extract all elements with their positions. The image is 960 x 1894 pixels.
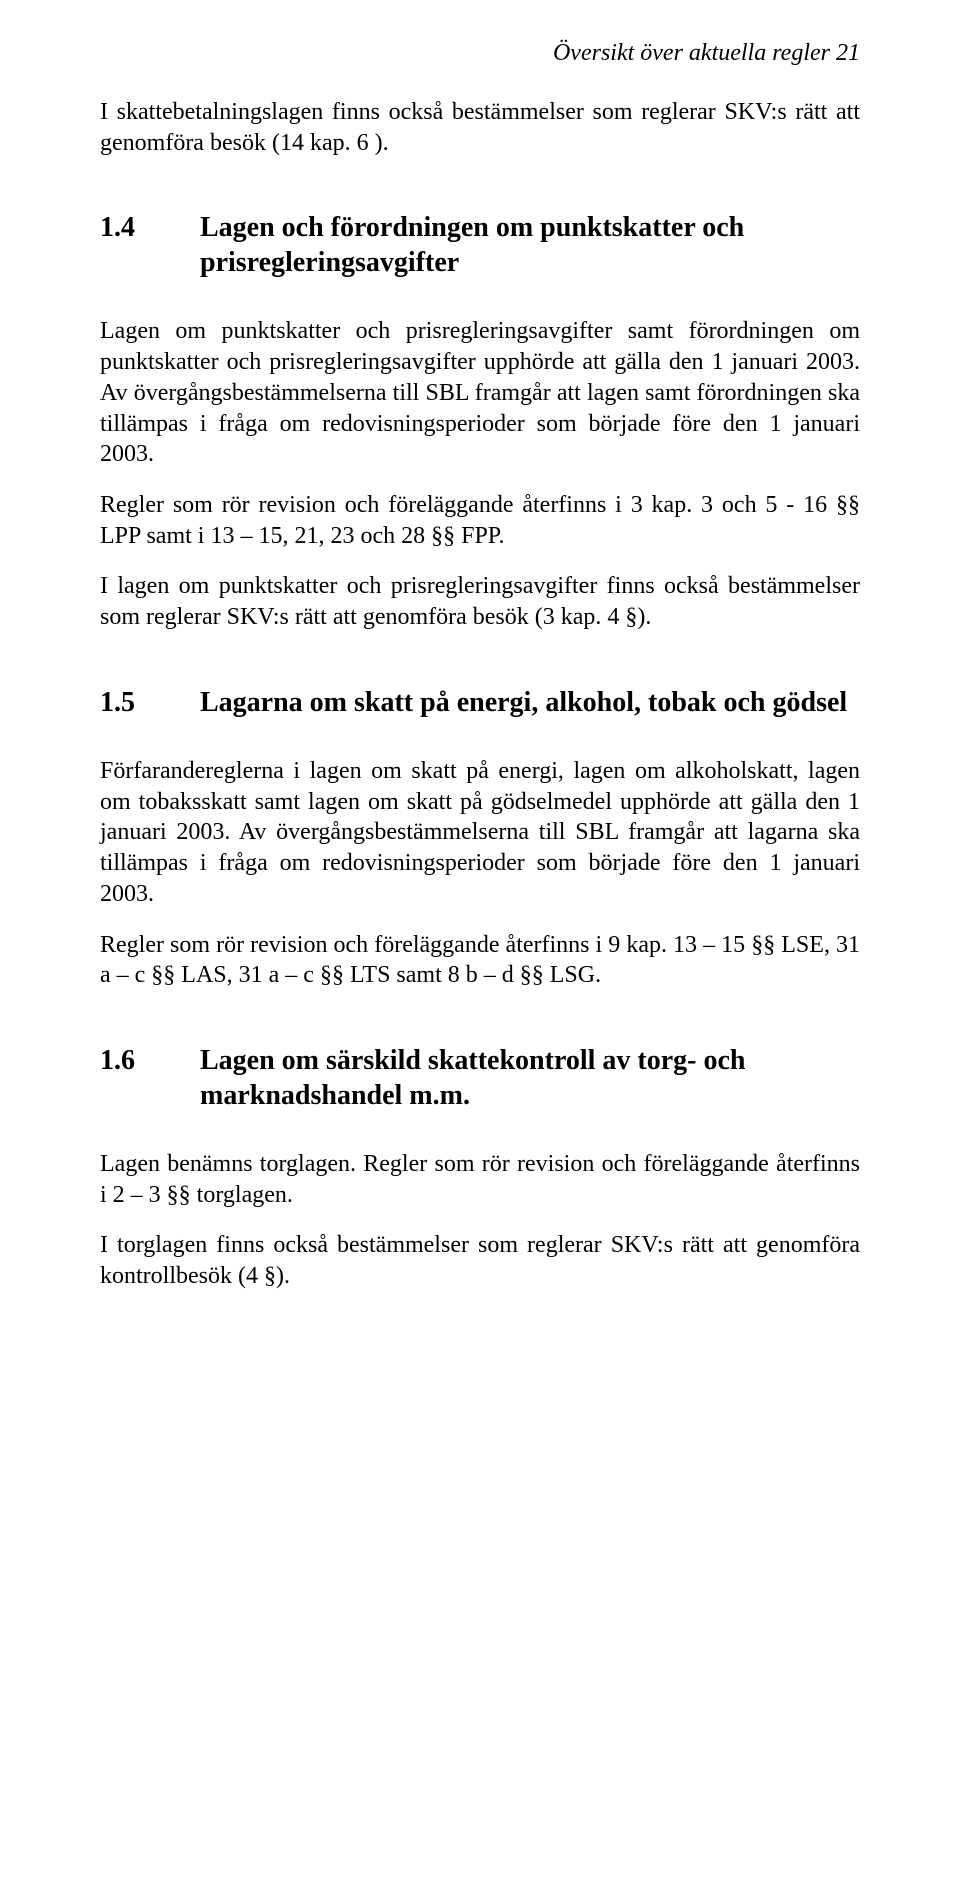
section-1-4-para-3: I lagen om punktskatter och prisreglerin…	[100, 571, 860, 632]
intro-paragraph: I skattebetalningslagen finns också best…	[100, 97, 860, 158]
section-1-5-heading: 1.5 Lagarna om skatt på energi, alkohol,…	[100, 685, 860, 720]
section-1-6: 1.6 Lagen om särskild skattekontroll av …	[100, 1043, 860, 1292]
section-1-5: 1.5 Lagarna om skatt på energi, alkohol,…	[100, 685, 860, 991]
running-header: Översikt över aktuella regler 21	[100, 40, 860, 67]
section-1-5-number: 1.5	[100, 685, 200, 720]
section-1-4-para-1: Lagen om punktskatter och prisreglerings…	[100, 316, 860, 470]
section-1-5-para-1: Förfarandereglerna i lagen om skatt på e…	[100, 756, 860, 910]
section-1-4-heading: 1.4 Lagen och förordningen om punktskatt…	[100, 210, 860, 280]
section-1-6-number: 1.6	[100, 1043, 200, 1078]
section-1-4-title: Lagen och förordningen om punktskatter o…	[200, 210, 860, 280]
section-1-6-heading: 1.6 Lagen om särskild skattekontroll av …	[100, 1043, 860, 1113]
section-1-6-para-1: Lagen benämns torglagen. Regler som rör …	[100, 1149, 860, 1210]
section-1-4-number: 1.4	[100, 210, 200, 245]
page: Översikt över aktuella regler 21 I skatt…	[0, 0, 960, 1372]
section-1-5-para-2: Regler som rör revision och föreläggande…	[100, 930, 860, 991]
section-1-5-title: Lagarna om skatt på energi, alkohol, tob…	[200, 685, 860, 720]
section-1-6-title: Lagen om särskild skattekontroll av torg…	[200, 1043, 860, 1113]
section-1-4-para-2: Regler som rör revision och föreläggande…	[100, 490, 860, 551]
section-1-4: 1.4 Lagen och förordningen om punktskatt…	[100, 210, 860, 632]
section-1-6-para-2: I torglagen finns också bestämmelser som…	[100, 1230, 860, 1291]
